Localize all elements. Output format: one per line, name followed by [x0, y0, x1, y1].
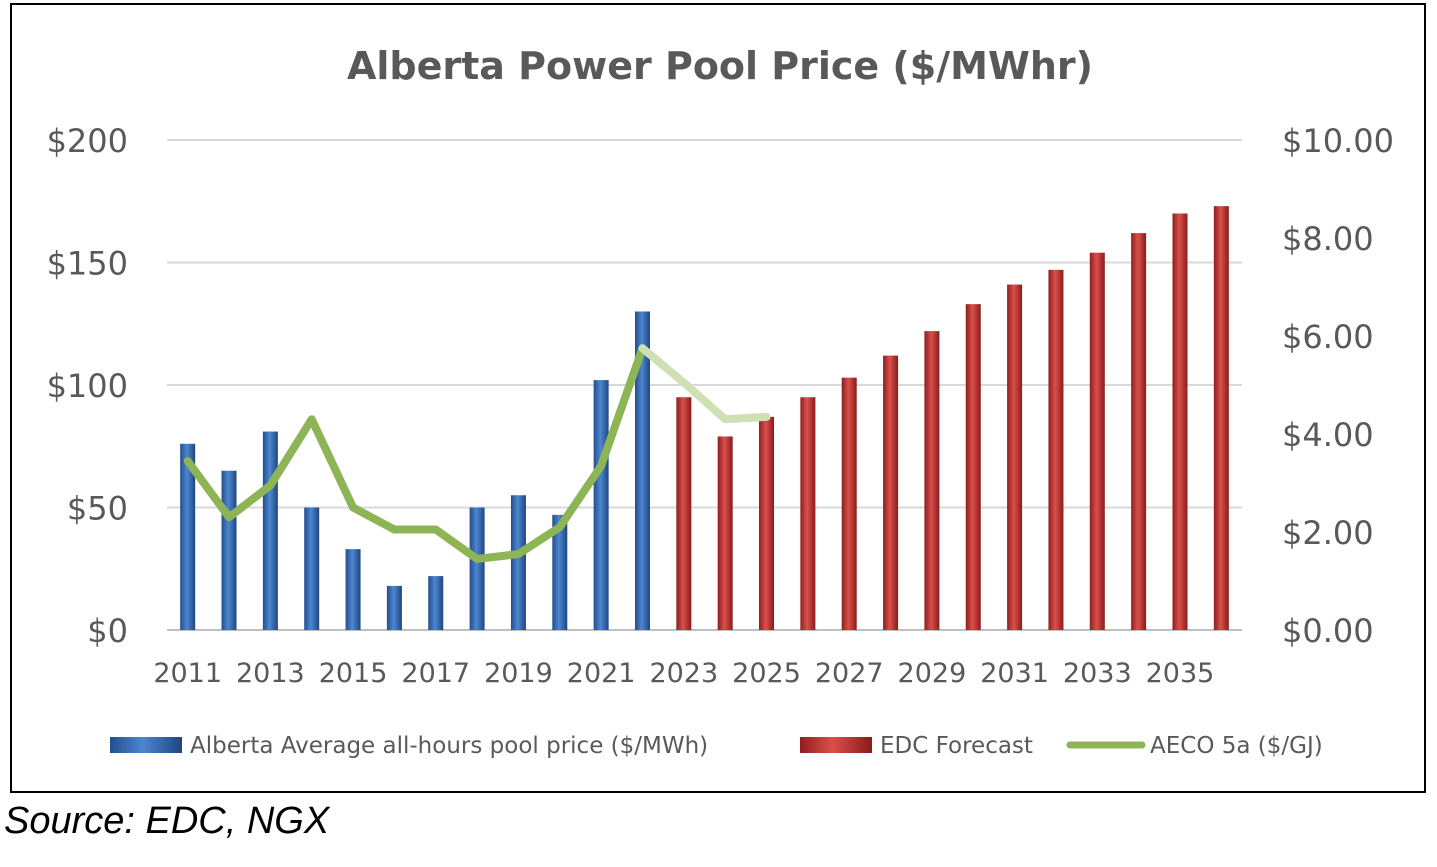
y-right-tick-label: $4.00 [1282, 416, 1374, 454]
chart: Alberta Power Pool Price ($/MWhr) $0$50$… [47, 44, 1394, 759]
pool-price-bar [221, 470, 237, 630]
aeco-line-path [183, 344, 647, 563]
legend-swatch [800, 737, 872, 753]
aeco-line [183, 344, 771, 563]
forecast-bar [1172, 213, 1188, 630]
x-tick-label: 2033 [1063, 658, 1132, 689]
pool-price-bar [510, 495, 526, 630]
pool-price-bar [552, 514, 568, 630]
pool-price-bar [180, 443, 196, 630]
x-tick-label: 2027 [815, 658, 884, 689]
forecast-bar [1213, 206, 1229, 630]
x-tick-label: 2017 [401, 658, 470, 689]
source-note: Source: EDC, NGX [4, 800, 330, 842]
pool-price-bar [469, 507, 485, 630]
legend-label: Alberta Average all-hours pool price ($/… [190, 733, 708, 759]
forecast-bar [759, 416, 775, 630]
gridlines [167, 139, 1242, 631]
x-tick-label: 2025 [732, 658, 801, 689]
pool-price-bar [262, 431, 278, 630]
aeco-line-path-projected [638, 344, 771, 424]
forecast-bar [1048, 269, 1064, 630]
x-tick-label: 2029 [898, 658, 967, 689]
y-right-tick-label: $10.00 [1282, 122, 1394, 160]
bars [180, 206, 1229, 630]
forecast-bar [1131, 233, 1147, 630]
pool-price-bar [634, 311, 650, 630]
y-left-tick-label: $200 [47, 122, 128, 160]
forecast-bar [717, 436, 733, 630]
y-right-tick-label: $6.00 [1282, 318, 1374, 356]
forecast-bar [841, 377, 857, 630]
x-tick-label: 2019 [484, 658, 553, 689]
y-left-tick-label: $150 [47, 245, 128, 283]
x-tick-label: 2015 [319, 658, 388, 689]
forecast-bar [1007, 284, 1023, 630]
x-tick-label: 2023 [649, 658, 718, 689]
forecast-bar [924, 331, 940, 630]
forecast-bar [883, 355, 899, 630]
y-right-tick-label: $8.00 [1282, 220, 1374, 258]
y-left-tick-label: $100 [47, 367, 128, 405]
pool-price-bar [428, 576, 444, 630]
legend-label: EDC Forecast [880, 733, 1033, 759]
y-right-tick-label: $0.00 [1282, 612, 1374, 650]
legend: Alberta Average all-hours pool price ($/… [110, 733, 1323, 759]
forecast-bar [1089, 252, 1105, 630]
pool-price-bar [345, 549, 361, 630]
forecast-bar [965, 304, 981, 630]
legend-swatch [110, 737, 182, 753]
x-tick-label: 2035 [1146, 658, 1215, 689]
x-tick-label: 2011 [153, 658, 222, 689]
chart-frame: Alberta Power Pool Price ($/MWhr) $0 $50 $… [10, 3, 1426, 793]
pool-price-bar [304, 507, 320, 630]
x-tick-label: 2021 [567, 658, 636, 689]
forecast-bar [676, 397, 692, 630]
x-tick-label: 2031 [980, 658, 1049, 689]
y-left-tick-label: $50 [67, 490, 128, 528]
x-tick-label: 2013 [236, 658, 305, 689]
legend-label: AECO 5a ($/GJ) [1150, 733, 1323, 759]
pool-price-bar [593, 380, 609, 630]
axes: $0 $50 $100 $150 $200 $0.00 $2.00 $4.00 $6.00 $8.… [47, 122, 1394, 689]
forecast-bar [800, 397, 816, 630]
pool-price-bar [386, 585, 402, 630]
chart-title: Alberta Power Pool Price ($/MWhr) [347, 44, 1093, 88]
y-right-tick-label: $2.00 [1282, 514, 1374, 552]
y-left-tick-label: $0 [87, 612, 128, 650]
